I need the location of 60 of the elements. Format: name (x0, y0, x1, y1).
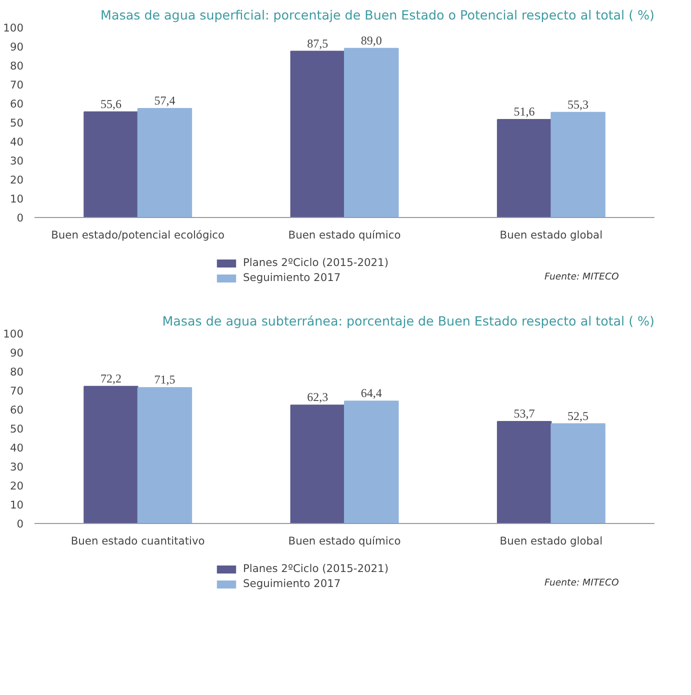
data-label: 64,4 (360, 386, 382, 400)
y-tick-label: 60 (10, 98, 24, 110)
bar (290, 404, 345, 524)
data-label: 55,6 (100, 96, 122, 111)
chart-title: Masas de agua superficial: porcentaje de Buen Estado o Potencial respecto al total ( %) (100, 8, 655, 22)
data-label: 55,3 (568, 97, 589, 112)
bar (137, 108, 192, 218)
legend-label: Planes 2ºCiclo (2015-2021) (243, 256, 388, 269)
data-label: 87,5 (307, 36, 328, 50)
y-tick-label: 30 (10, 460, 24, 474)
bar (496, 420, 552, 524)
y-tick-label: 70 (10, 78, 24, 92)
x-tick-label: Buen estado químico (288, 228, 401, 242)
y-tick-label: 50 (10, 116, 24, 130)
y-tick-label: 0 (16, 212, 24, 224)
data-label: 89,0 (360, 33, 382, 48)
bar (290, 50, 345, 218)
data-label: 52,5 (568, 408, 589, 423)
y-tick-label: 10 (10, 192, 24, 206)
x-tick-label: Buen estado/potencial ecológico (51, 228, 225, 242)
data-label: 62,3 (307, 390, 328, 404)
y-tick-label: 70 (10, 384, 24, 398)
y-tick-label: 0 (16, 518, 24, 530)
bar (550, 112, 606, 218)
y-tick-label: 40 (10, 136, 24, 148)
bar (344, 48, 399, 218)
x-tick-label: Buen estado global (500, 534, 603, 548)
data-label: 51,6 (514, 104, 535, 118)
bar (344, 400, 399, 524)
source-note: Fuente: MITECO (544, 272, 619, 282)
y-tick-label: 40 (10, 442, 24, 454)
x-tick-label: Buen estado químico (288, 534, 401, 548)
y-tick-label: 80 (10, 60, 24, 72)
x-tick-label: Buen estado global (500, 228, 603, 242)
source-note: Fuente: MITECO (544, 578, 619, 588)
chart-title: Masas de agua subterránea: porcentaje de Buen Estado respecto al total ( %) (162, 314, 655, 328)
data-label: 57,4 (154, 93, 176, 108)
y-tick-label: 100 (3, 22, 24, 34)
bar (137, 387, 192, 524)
legend-label: Planes 2ºCiclo (2015-2021) (243, 562, 388, 575)
legend-label: Seguimiento 2017 (243, 577, 341, 590)
bar (84, 111, 138, 218)
y-tick-label: 20 (10, 174, 24, 186)
bar (84, 386, 138, 524)
legend-label: Seguimiento 2017 (243, 271, 341, 284)
data-label: 53,7 (514, 406, 535, 420)
y-tick-label: 20 (10, 480, 24, 492)
y-tick-label: 90 (10, 346, 24, 360)
data-label: 72,2 (100, 371, 122, 386)
y-tick-label: 30 (10, 154, 24, 168)
y-tick-label: 50 (10, 422, 24, 436)
data-label: 71,5 (154, 372, 176, 387)
y-tick-label: 90 (10, 40, 24, 54)
y-tick-label: 80 (10, 366, 24, 378)
bar (496, 118, 552, 218)
y-tick-label: 60 (10, 404, 24, 416)
x-tick-label: Buen estado cuantitativo (70, 534, 205, 548)
y-tick-label: 100 (3, 328, 24, 340)
bar (550, 423, 606, 524)
y-tick-label: 10 (10, 498, 24, 512)
